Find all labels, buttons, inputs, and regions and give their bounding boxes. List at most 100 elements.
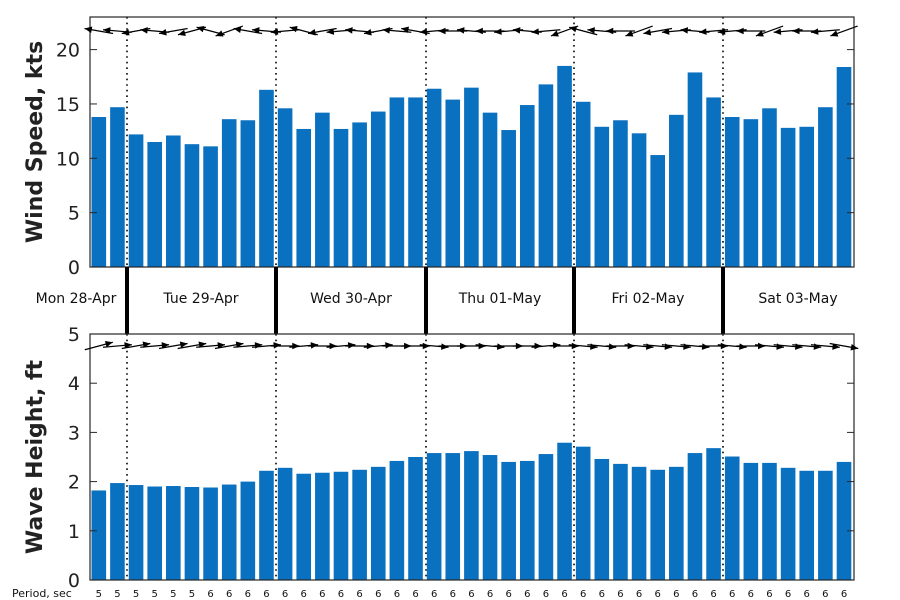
bar — [836, 461, 852, 580]
y-tick-label: 5 — [68, 324, 80, 346]
bar — [277, 467, 293, 580]
arrow-head — [643, 29, 652, 36]
bar — [575, 101, 591, 267]
arrow-head — [810, 28, 819, 35]
arrow-head — [366, 342, 375, 350]
direction-arrow — [830, 25, 858, 37]
bar — [706, 97, 721, 267]
bar — [594, 458, 610, 580]
direction-arrow — [401, 342, 431, 350]
arrow-head — [161, 342, 170, 349]
direction-arrow — [158, 27, 188, 36]
bar — [352, 122, 367, 267]
direction-arrow — [84, 340, 113, 351]
period-value: 6 — [356, 589, 362, 600]
period-value: 5 — [189, 589, 195, 600]
day-label: Fri 02-May — [612, 291, 685, 307]
period-value: 6 — [431, 589, 437, 600]
direction-arrow — [419, 343, 449, 350]
arrow-head — [512, 27, 521, 34]
y-tick-label: 0 — [68, 570, 80, 592]
direction-arrow — [569, 25, 598, 36]
bar — [240, 481, 256, 580]
period-value: 6 — [450, 589, 456, 600]
bar — [166, 135, 181, 267]
bar — [669, 466, 684, 580]
bar — [110, 107, 125, 267]
bar — [799, 126, 815, 267]
direction-arrow — [270, 342, 300, 350]
period-value: 5 — [170, 589, 176, 600]
direction-arrow — [680, 343, 710, 350]
arrow-head — [832, 343, 840, 350]
bar — [780, 467, 796, 580]
bar — [780, 127, 796, 267]
period-value: 6 — [599, 589, 605, 600]
arrow-head — [347, 342, 356, 349]
period-value: 6 — [226, 589, 232, 600]
bar — [501, 130, 516, 267]
direction-arrow — [625, 25, 653, 37]
bar — [836, 67, 852, 267]
period-value: 6 — [673, 589, 679, 600]
bar — [147, 486, 162, 580]
period-value: 6 — [487, 589, 493, 600]
arrow-head — [701, 343, 710, 350]
bar — [277, 108, 293, 267]
period-value: 6 — [524, 589, 530, 600]
period-value: 6 — [580, 589, 586, 600]
bar — [724, 117, 740, 267]
direction-arrow — [512, 342, 542, 350]
y-tick-label: 5 — [68, 203, 80, 225]
arrow-head — [661, 28, 670, 35]
period-value: 6 — [748, 589, 754, 600]
arrow-head — [534, 342, 542, 350]
direction-arrow — [345, 342, 375, 350]
bar — [538, 454, 554, 580]
bar — [408, 457, 423, 580]
period-value: 6 — [263, 589, 269, 600]
direction-arrow — [196, 342, 226, 349]
bar — [743, 462, 759, 580]
arrow-head — [270, 28, 279, 35]
arrow-head — [179, 341, 188, 348]
bar — [203, 146, 218, 267]
y-tick-label: 1 — [68, 521, 80, 543]
period-value: 5 — [133, 589, 139, 600]
period-value: 6 — [282, 589, 288, 600]
arrow-head — [699, 28, 707, 35]
arrow-head — [680, 27, 689, 34]
bar — [370, 466, 386, 580]
period-value: 6 — [375, 589, 381, 600]
bar — [818, 470, 833, 580]
arrow-head — [177, 29, 186, 37]
period-value: 6 — [636, 589, 642, 600]
bar — [613, 463, 628, 580]
period-value: 6 — [841, 589, 847, 600]
arrow-head — [627, 342, 635, 350]
bar — [370, 111, 386, 267]
direction-arrow — [363, 342, 393, 349]
arrow-head — [401, 26, 409, 33]
y-tick-label: 15 — [56, 94, 80, 116]
arrow-head — [196, 25, 205, 33]
bar — [482, 112, 498, 267]
direction-arrow — [158, 341, 188, 350]
y-axis-label: Wave Height, ft — [23, 359, 48, 554]
bar — [128, 485, 144, 580]
bar — [259, 89, 274, 268]
period-value: 5 — [96, 589, 102, 600]
bar — [669, 114, 684, 268]
period-value: 6 — [617, 589, 623, 600]
bar — [110, 483, 125, 580]
bar — [91, 117, 107, 267]
bar — [203, 487, 218, 580]
arrow-head — [124, 342, 132, 349]
bar — [594, 126, 610, 267]
arrow-head — [758, 342, 766, 350]
arrow-head — [552, 342, 561, 349]
arrow-head — [850, 344, 859, 351]
bar — [296, 473, 312, 580]
bar — [91, 490, 107, 580]
day-label: Tue 29-Apr — [162, 291, 238, 307]
